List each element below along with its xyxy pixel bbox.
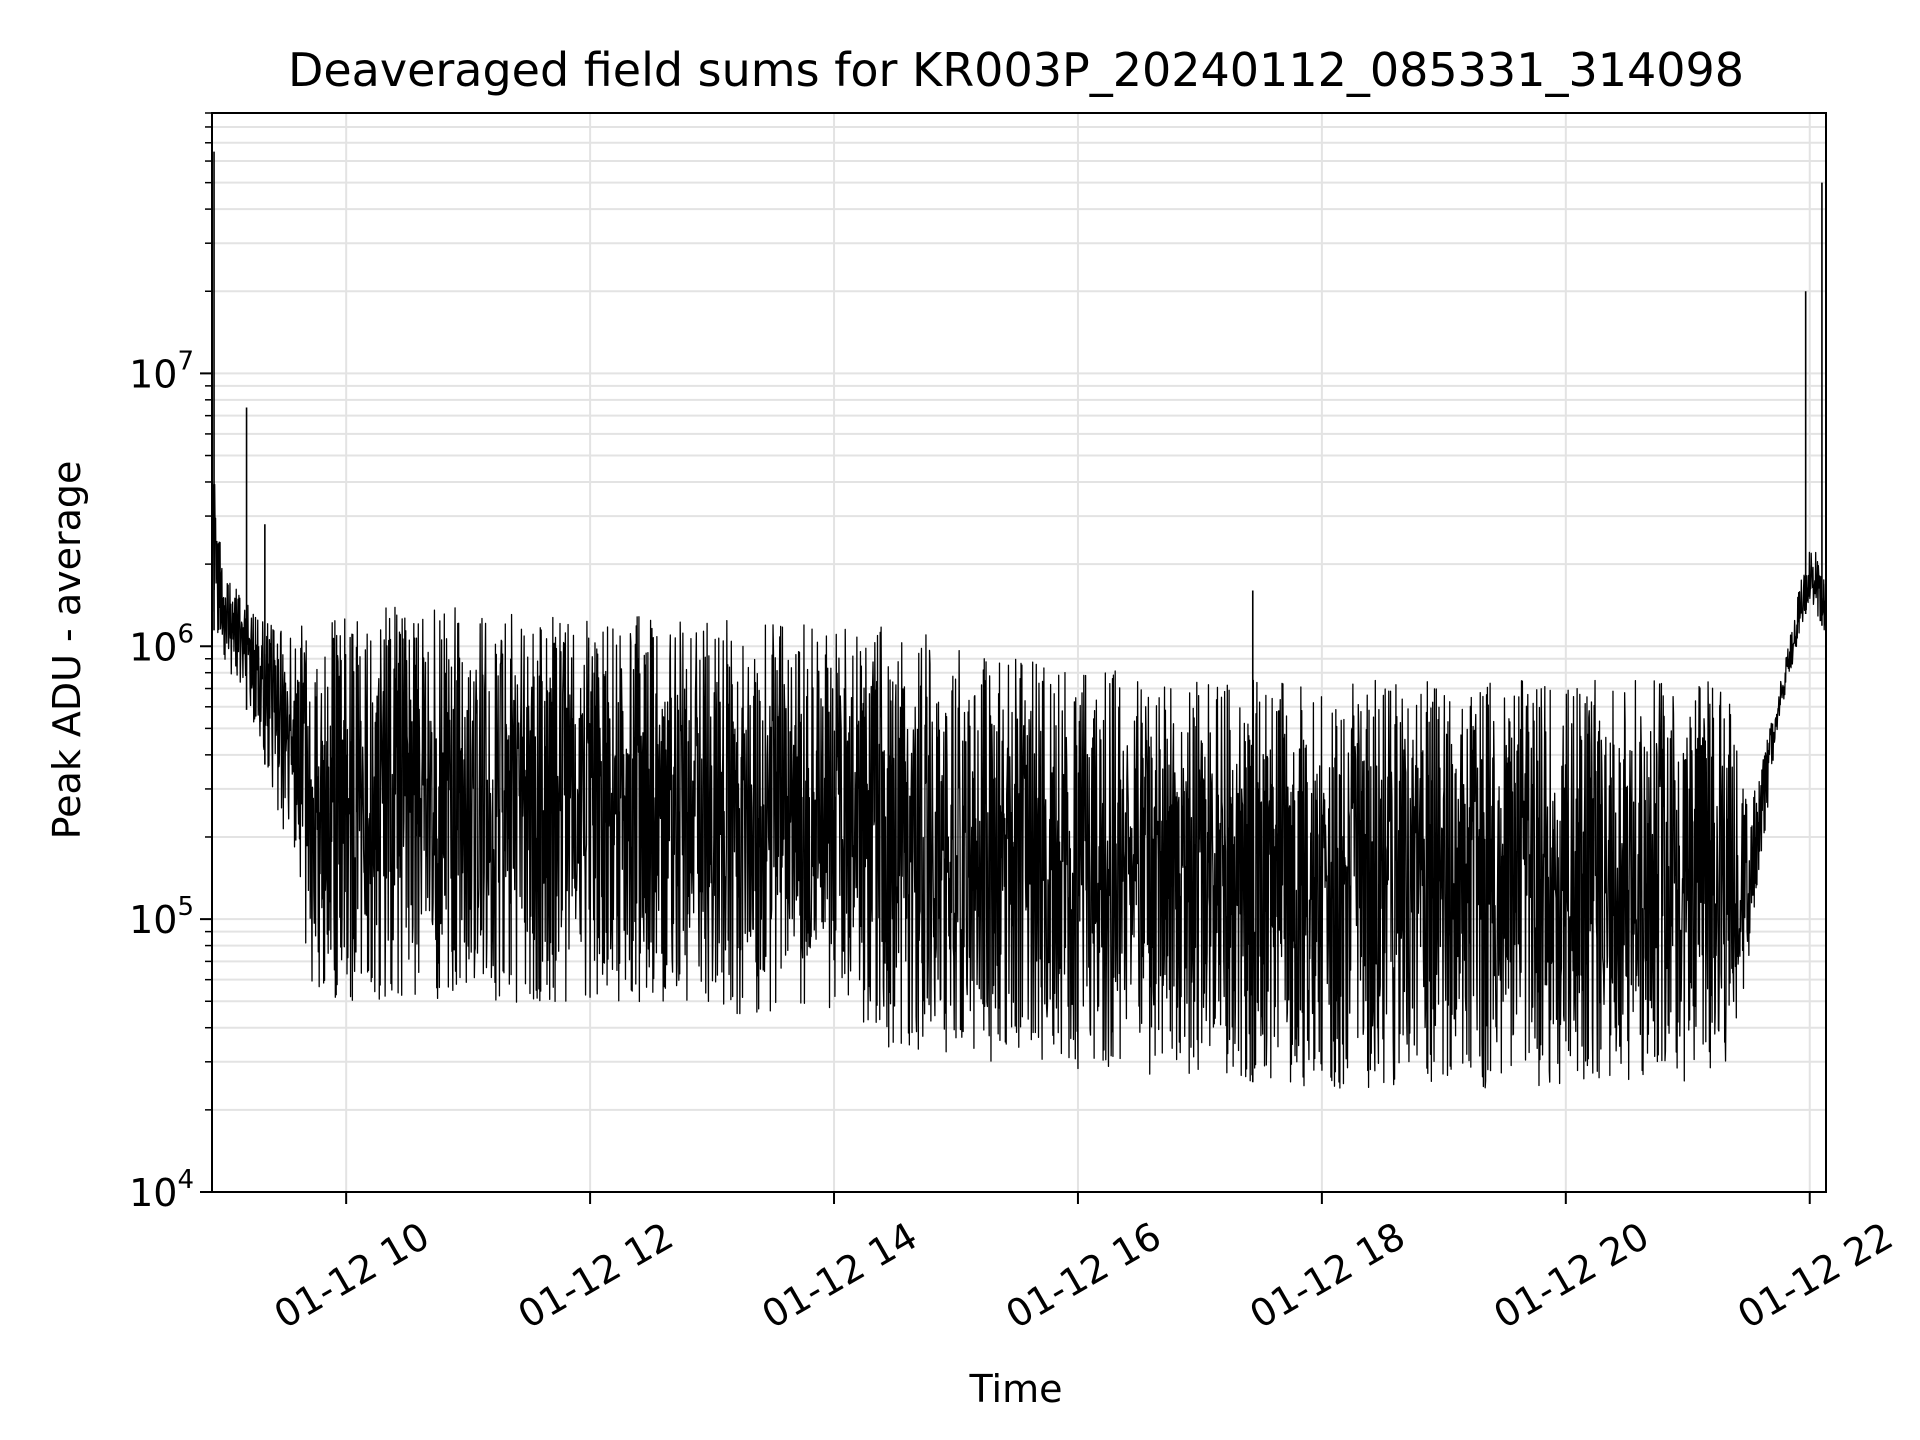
series-line <box>211 483 1827 1089</box>
y-tick-exponent: 5 <box>177 892 194 922</box>
axes-frame <box>211 112 1827 1193</box>
data-layer <box>211 151 1827 1089</box>
y-tick-exponent: 6 <box>177 619 194 649</box>
y-tick-exponent: 4 <box>177 1165 194 1195</box>
y-axis-label: Peak ADU - average <box>45 461 89 840</box>
y-tick-exponent: 7 <box>177 346 194 376</box>
x-axis-label: Time <box>969 1367 1063 1411</box>
chart-title: Deaveraged field sums for KR003P_2024011… <box>288 43 1744 97</box>
